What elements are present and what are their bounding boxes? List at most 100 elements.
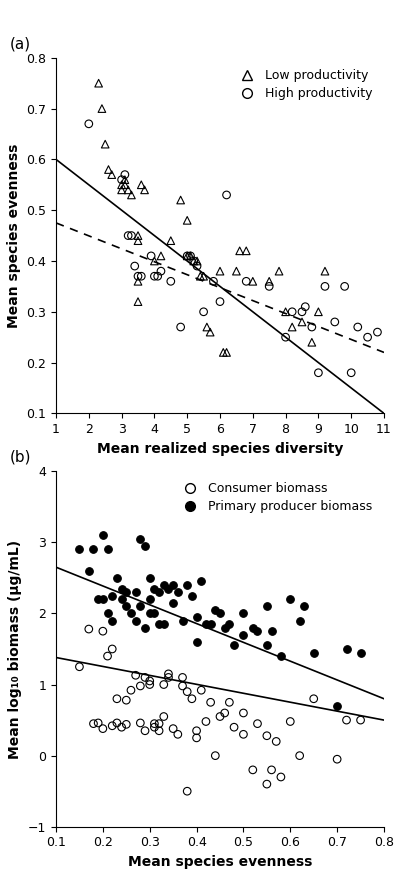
- Point: [132, 585, 139, 599]
- Point: [154, 269, 161, 284]
- Point: [198, 683, 204, 697]
- Point: [193, 731, 200, 745]
- Point: [240, 727, 247, 741]
- Point: [203, 715, 209, 729]
- Point: [170, 596, 176, 610]
- Point: [217, 264, 223, 278]
- Point: [137, 532, 144, 546]
- Point: [334, 752, 340, 766]
- Point: [175, 585, 181, 599]
- Point: [184, 213, 190, 228]
- Point: [146, 677, 153, 692]
- Point: [343, 642, 350, 656]
- Point: [142, 670, 148, 685]
- Point: [299, 305, 305, 319]
- Point: [322, 264, 328, 278]
- Point: [86, 622, 92, 637]
- Point: [123, 693, 130, 708]
- Point: [158, 264, 164, 278]
- Point: [189, 692, 195, 706]
- Text: (a): (a): [10, 36, 31, 52]
- Point: [222, 621, 228, 635]
- Point: [184, 784, 190, 798]
- Point: [301, 599, 308, 613]
- Point: [273, 734, 280, 749]
- Point: [334, 699, 340, 713]
- Point: [105, 163, 112, 177]
- Point: [226, 695, 232, 709]
- Point: [132, 259, 138, 273]
- Point: [86, 116, 92, 131]
- Point: [189, 589, 195, 603]
- Point: [170, 722, 176, 736]
- Point: [208, 695, 214, 709]
- Point: [175, 727, 181, 741]
- Point: [187, 249, 194, 263]
- Point: [287, 592, 294, 606]
- Point: [135, 228, 141, 243]
- Point: [254, 717, 261, 731]
- Point: [128, 606, 134, 621]
- Point: [357, 713, 364, 727]
- Point: [296, 613, 303, 628]
- Point: [156, 617, 162, 631]
- Point: [109, 589, 116, 603]
- Point: [99, 101, 105, 116]
- Point: [309, 320, 315, 334]
- Point: [122, 178, 128, 192]
- Point: [190, 254, 197, 268]
- Point: [128, 228, 135, 243]
- Point: [137, 716, 144, 730]
- Point: [264, 638, 270, 653]
- Y-axis label: Mean log₁₀ biomass (μg/mL): Mean log₁₀ biomass (μg/mL): [8, 540, 22, 758]
- Point: [236, 244, 243, 258]
- Point: [132, 613, 139, 628]
- Point: [125, 228, 131, 243]
- Point: [264, 777, 270, 791]
- Point: [96, 76, 102, 91]
- Point: [141, 183, 148, 197]
- Point: [207, 325, 213, 340]
- Point: [104, 542, 111, 557]
- Point: [217, 606, 223, 621]
- Point: [151, 606, 158, 621]
- Point: [208, 617, 214, 631]
- Point: [266, 279, 272, 293]
- Point: [198, 574, 204, 589]
- Point: [135, 269, 141, 284]
- Point: [123, 599, 130, 613]
- Point: [122, 167, 128, 181]
- Point: [146, 674, 153, 688]
- Point: [226, 617, 232, 631]
- Y-axis label: Mean species evenness: Mean species evenness: [7, 143, 21, 328]
- Point: [354, 320, 361, 334]
- Point: [160, 709, 167, 724]
- Point: [160, 617, 167, 631]
- Point: [109, 718, 116, 733]
- Point: [223, 345, 230, 359]
- Point: [289, 305, 295, 319]
- Point: [100, 722, 106, 736]
- Point: [184, 578, 190, 592]
- X-axis label: Mean species evenness: Mean species evenness: [128, 855, 312, 869]
- Point: [118, 592, 125, 606]
- Point: [343, 713, 350, 727]
- Point: [240, 606, 247, 621]
- Point: [76, 660, 83, 674]
- Point: [287, 715, 294, 729]
- Point: [135, 234, 141, 248]
- Point: [151, 269, 158, 284]
- Point: [160, 677, 167, 692]
- Point: [268, 624, 275, 638]
- Point: [90, 717, 97, 731]
- Point: [310, 692, 317, 706]
- Point: [138, 178, 144, 192]
- Point: [223, 188, 230, 202]
- Point: [264, 599, 270, 613]
- Point: [156, 724, 162, 738]
- Point: [114, 692, 120, 706]
- Point: [178, 320, 184, 334]
- Point: [165, 581, 172, 596]
- Point: [264, 729, 270, 743]
- Point: [151, 581, 158, 596]
